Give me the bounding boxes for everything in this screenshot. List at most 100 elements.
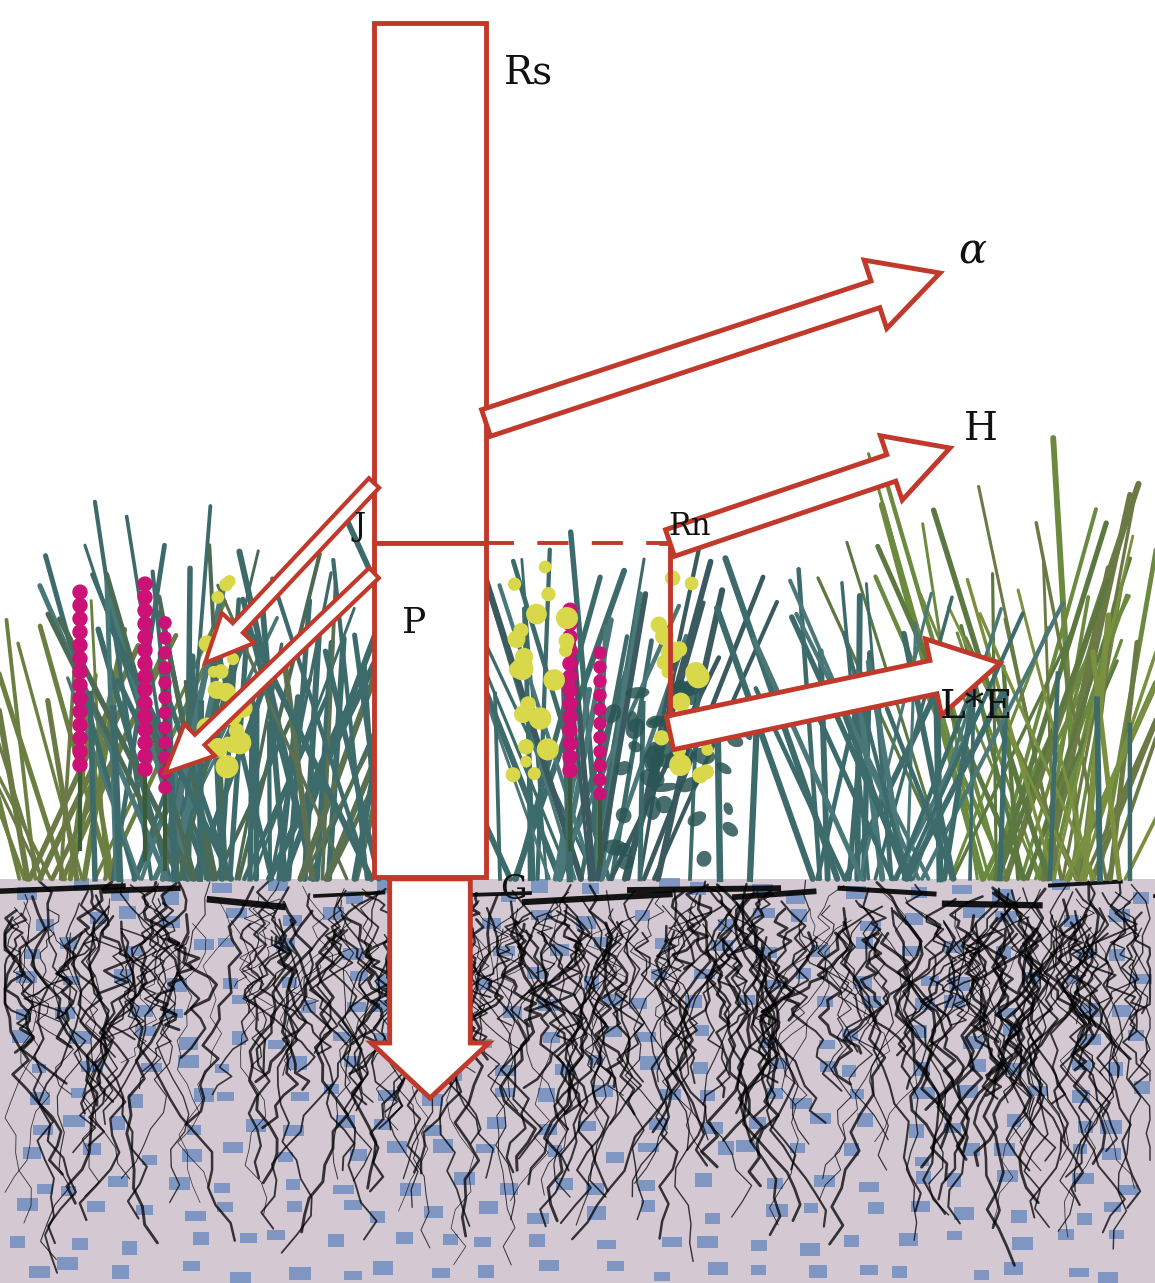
Bar	[1078, 1121, 1094, 1133]
Circle shape	[656, 627, 673, 644]
Circle shape	[137, 709, 152, 724]
Bar	[185, 1211, 206, 1221]
Ellipse shape	[729, 716, 755, 730]
Bar	[994, 1143, 1015, 1156]
Bar	[921, 976, 939, 987]
Bar	[1112, 1005, 1131, 1016]
Ellipse shape	[648, 716, 675, 726]
Circle shape	[230, 724, 244, 738]
Bar	[605, 1026, 621, 1037]
Bar	[998, 1170, 1018, 1182]
Bar	[232, 996, 246, 1005]
Bar	[124, 946, 142, 956]
Bar	[17, 1198, 38, 1211]
Text: α: α	[957, 230, 986, 272]
Ellipse shape	[662, 720, 678, 734]
Ellipse shape	[650, 753, 664, 765]
Bar	[495, 1065, 516, 1076]
Circle shape	[544, 670, 565, 690]
Bar	[12, 1030, 32, 1043]
Bar	[529, 1233, 545, 1247]
Bar	[791, 908, 807, 922]
Ellipse shape	[678, 777, 700, 793]
Bar	[334, 1185, 355, 1194]
Bar	[1104, 1202, 1120, 1212]
Bar	[373, 1261, 393, 1275]
Circle shape	[562, 724, 578, 738]
Ellipse shape	[687, 811, 706, 826]
Bar	[703, 1121, 723, 1134]
Text: J: J	[353, 511, 366, 541]
Bar	[286, 1056, 307, 1070]
Bar	[328, 1234, 343, 1247]
Bar	[439, 915, 454, 926]
Bar	[799, 1243, 820, 1256]
Circle shape	[665, 571, 679, 585]
Bar	[963, 1035, 983, 1049]
Circle shape	[159, 707, 171, 718]
Bar	[915, 998, 936, 1010]
Circle shape	[137, 657, 152, 671]
Bar	[992, 889, 1013, 902]
Bar	[528, 967, 546, 979]
Text: L*E: L*E	[940, 689, 1013, 726]
Bar	[912, 1062, 930, 1075]
Bar	[223, 978, 238, 989]
Ellipse shape	[604, 704, 621, 724]
Bar	[790, 1143, 805, 1153]
Bar	[588, 1056, 603, 1065]
Ellipse shape	[640, 769, 664, 788]
Bar	[400, 1183, 420, 1197]
Circle shape	[562, 736, 578, 751]
Circle shape	[594, 689, 606, 702]
Bar	[1067, 975, 1082, 984]
Bar	[810, 1112, 832, 1124]
Bar	[539, 1260, 559, 1271]
Bar	[705, 1214, 721, 1224]
Circle shape	[562, 763, 578, 777]
Bar	[708, 1262, 728, 1275]
Bar	[860, 1265, 878, 1275]
Bar	[62, 975, 80, 985]
Bar	[374, 543, 486, 876]
Circle shape	[672, 693, 690, 711]
Bar	[1058, 1229, 1074, 1241]
Bar	[387, 1142, 407, 1152]
Bar	[587, 1183, 604, 1194]
Circle shape	[594, 703, 606, 716]
Bar	[478, 1201, 498, 1214]
Text: G: G	[500, 874, 527, 906]
Bar	[655, 1273, 670, 1282]
Circle shape	[508, 579, 521, 590]
Bar	[584, 976, 599, 989]
Bar	[1022, 973, 1040, 984]
Bar	[450, 964, 472, 978]
Bar	[211, 884, 232, 893]
Bar	[10, 1236, 25, 1248]
Bar	[766, 980, 787, 989]
Bar	[996, 911, 1018, 921]
Bar	[685, 996, 702, 1007]
Circle shape	[672, 642, 686, 657]
Circle shape	[702, 744, 713, 756]
Bar	[282, 976, 297, 988]
Bar	[1098, 1271, 1118, 1283]
Circle shape	[137, 683, 152, 697]
Bar	[504, 1006, 522, 1017]
Bar	[768, 1057, 788, 1069]
Bar	[217, 938, 234, 947]
Bar	[902, 946, 919, 956]
Bar	[500, 1183, 519, 1194]
Circle shape	[209, 739, 228, 757]
Ellipse shape	[660, 754, 675, 769]
Ellipse shape	[618, 843, 632, 857]
Bar	[912, 1025, 926, 1038]
Bar	[119, 906, 136, 919]
Bar	[812, 944, 830, 957]
Circle shape	[159, 676, 171, 689]
Circle shape	[137, 577, 152, 591]
Circle shape	[137, 697, 152, 709]
Bar	[952, 885, 971, 894]
Circle shape	[73, 744, 87, 758]
Circle shape	[236, 627, 246, 638]
